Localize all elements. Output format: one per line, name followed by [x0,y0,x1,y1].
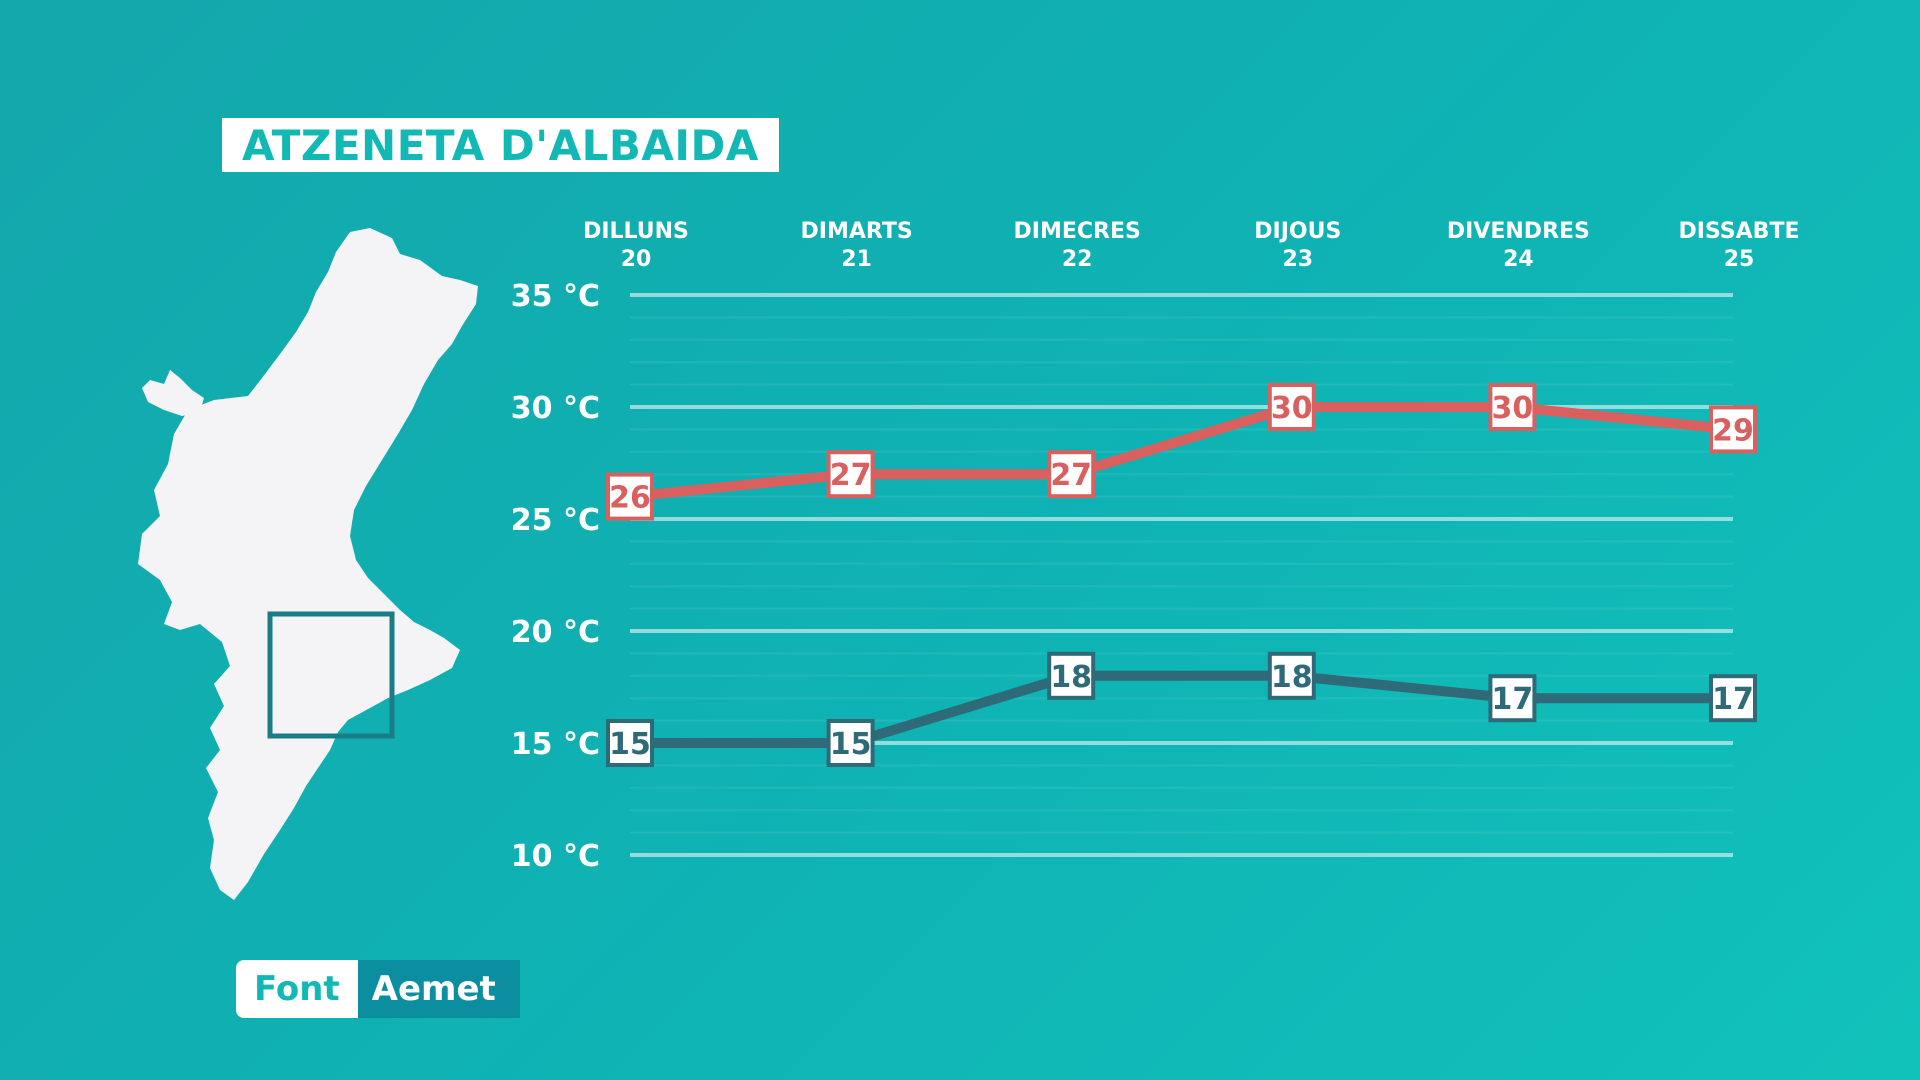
max-temperature-point: 30 [1488,383,1537,431]
y-tick-label: 30 °C [511,391,600,426]
x-day-label: DISSABTE [1679,219,1800,244]
x-date-label: 24 [1503,247,1534,272]
source-value: Aemet [357,960,520,1018]
max-temperature-point: 27 [1047,450,1096,499]
max-temperature-point: 27 [826,450,875,499]
max-point-box [1267,383,1316,431]
source-badge: Font Aemet [236,960,520,1018]
max-temperature-line [625,402,1738,502]
y-tick-label: 35 °C [511,279,600,314]
max-point-value: 26 [609,481,651,516]
max-point-value: 27 [830,458,872,493]
max-point-value: 30 [1271,391,1313,426]
max-point-box [606,472,654,521]
max-point-box [1488,383,1537,431]
min-temperature-point: 15 [606,719,654,767]
y-tick-label: 25 °C [511,503,600,538]
min-temperature-point: 18 [1047,651,1096,700]
max-temperature-point: 26 [606,472,654,521]
y-tick-label: 20 °C [511,615,600,650]
min-point-value: 15 [609,727,651,762]
min-point-value: 18 [1271,660,1313,695]
x-day-label: DIMECRES [1014,219,1141,244]
max-temperature-point: 29 [1709,405,1757,454]
location-title-box: ATZENETA D'ALBAIDA [222,118,779,172]
min-point-box [606,719,654,767]
x-day-label: DIVENDRES [1447,219,1590,244]
source-label: Font [236,960,358,1018]
max-point-box [1709,405,1757,454]
valencian-community-map-icon [130,220,490,924]
x-date-label: 25 [1724,247,1755,272]
min-temperature-point: 17 [1488,674,1537,723]
min-point-value: 17 [1712,682,1754,717]
x-day-label: DIJOUS [1254,219,1341,244]
min-point-value: 15 [830,727,872,762]
min-point-box [1709,674,1757,723]
max-point-box [1047,450,1096,499]
min-point-box [1488,674,1537,723]
min-temperature-point: 18 [1267,651,1316,700]
min-point-box [1267,651,1316,700]
location-title: ATZENETA D'ALBAIDA [242,120,759,170]
x-day-label: DILLUNS [583,219,689,244]
x-day-label: DIMARTS [801,219,913,244]
min-temperature-line [625,670,1738,748]
x-date-label: 20 [621,247,652,272]
y-tick-label: 15 °C [511,727,600,762]
min-temperature-point: 15 [826,719,875,767]
min-point-box [826,719,875,767]
min-temperature-point: 17 [1709,674,1757,723]
max-point-value: 27 [1050,458,1092,493]
x-date-label: 21 [841,247,872,272]
x-date-label: 22 [1062,247,1093,272]
location-box [267,611,395,739]
min-point-value: 17 [1492,682,1534,717]
max-point-box [826,450,875,499]
x-date-label: 23 [1282,247,1313,272]
min-point-value: 18 [1050,660,1092,695]
max-temperature-point: 30 [1267,383,1316,431]
min-point-box [1047,651,1096,700]
y-tick-label: 10 °C [511,839,600,874]
max-point-value: 29 [1712,413,1754,448]
max-point-value: 30 [1492,391,1534,426]
